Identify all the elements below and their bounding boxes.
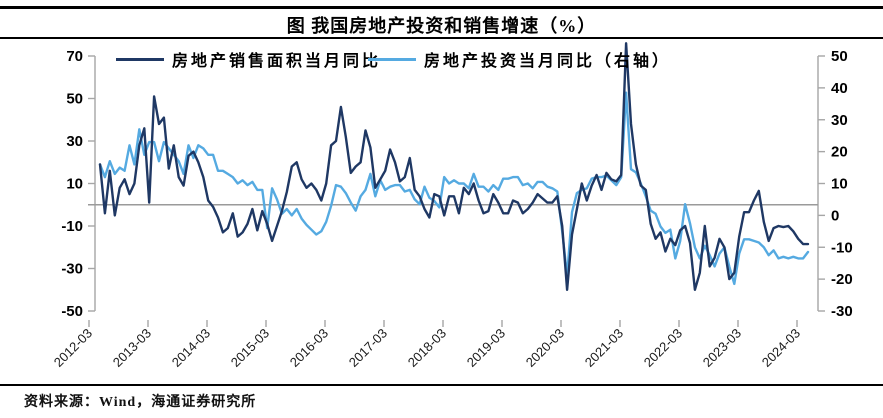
left-tick-label: 70 — [66, 48, 83, 65]
left-tick-label: -50 — [61, 303, 83, 320]
sales-line-swatch-icon — [116, 57, 164, 61]
left-tick-label: 50 — [66, 91, 83, 108]
top-rule — [0, 6, 883, 9]
left-tick-label: 30 — [66, 133, 83, 150]
x-tick-label: 2019-03 — [464, 326, 508, 370]
x-tick-label: 2018-03 — [405, 326, 449, 370]
sales-series-line — [98, 42, 810, 291]
chart-legend: 房地产销售面积当月同比 房地产投资当月同比（右轴） — [0, 49, 883, 70]
x-tick-label: 2013-03 — [110, 326, 154, 370]
figure-title: 图 我国房地产投资和销售增速（%） — [286, 16, 597, 36]
x-tick-label: 2014-03 — [169, 326, 213, 370]
investment-series-line — [98, 91, 810, 286]
left-tick-label: 10 — [66, 176, 83, 193]
x-tick-label: 2012-03 — [51, 326, 95, 370]
x-tick-label: 2023-03 — [700, 326, 744, 370]
x-tick-label: 2021-03 — [582, 326, 626, 370]
right-tick-label: 20 — [831, 144, 848, 161]
source-note: 资料来源：Wind，海通证券研究所 — [24, 395, 257, 410]
right-tick-label: 40 — [831, 80, 848, 97]
right-tick-label: 10 — [831, 176, 848, 193]
x-tick-label: 2017-03 — [346, 326, 390, 370]
title-rule — [0, 37, 883, 39]
bottom-rule — [0, 384, 883, 386]
legend-item-investment: 房地产投资当月同比（右轴） — [368, 49, 672, 70]
legend-label-investment: 房地产投资当月同比（右轴） — [424, 53, 672, 70]
right-tick-label: -20 — [831, 271, 853, 288]
x-tick-label: 2016-03 — [287, 326, 331, 370]
left-tick-label: -10 — [61, 218, 83, 235]
right-tick-label: 30 — [831, 112, 848, 129]
right-tick-label: 0 — [831, 207, 839, 224]
legend-label-sales: 房地产销售面积当月同比 — [172, 53, 382, 70]
x-tick-label: 2020-03 — [523, 326, 567, 370]
x-tick-label: 2022-03 — [641, 326, 685, 370]
investment-line-swatch-icon — [368, 57, 416, 61]
left-tick-label: -30 — [61, 261, 83, 278]
right-tick-label: 50 — [831, 48, 848, 65]
right-tick-label: -10 — [831, 239, 853, 256]
x-tick-label: 2015-03 — [228, 326, 272, 370]
legend-item-sales: 房地产销售面积当月同比 — [116, 49, 382, 70]
right-tick-label: -30 — [831, 303, 853, 320]
x-tick-label: 2024-03 — [759, 326, 803, 370]
